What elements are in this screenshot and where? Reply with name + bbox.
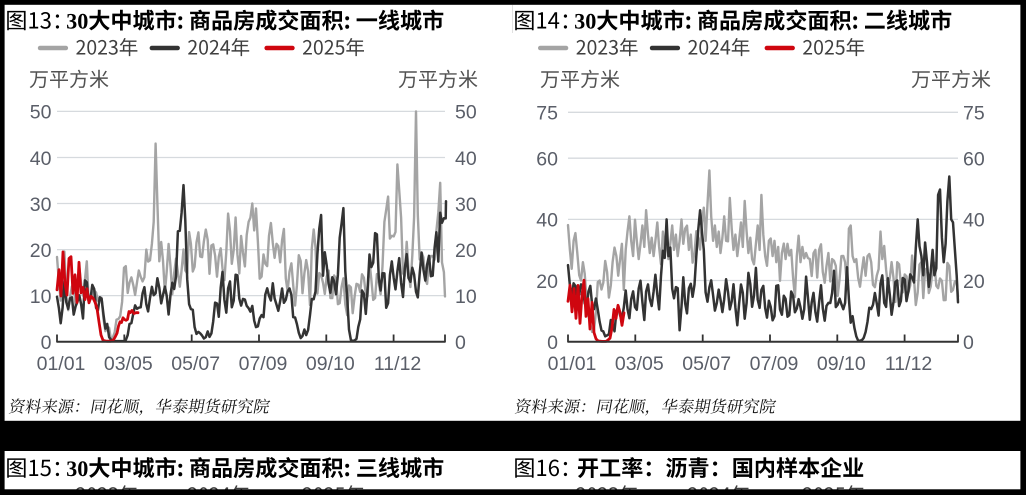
svg-text:10: 10 [30,286,52,308]
svg-text:40: 40 [963,210,985,232]
svg-text:0: 0 [963,332,974,354]
svg-text:60: 60 [963,149,985,171]
svg-text:50: 50 [30,102,52,124]
svg-text:05/07: 05/07 [171,353,220,375]
svg-text:11/12: 11/12 [885,353,932,375]
svg-text:30: 30 [455,194,477,216]
svg-text:10: 10 [455,286,477,308]
svg-text:05/07: 05/07 [682,353,731,375]
svg-text:30: 30 [30,194,52,216]
svg-text:60: 60 [536,149,558,171]
svg-text:03/05: 03/05 [615,353,664,375]
svg-text:50: 50 [455,102,477,124]
svg-text:07/09: 07/09 [750,353,799,375]
svg-text:09/10: 09/10 [817,353,866,375]
svg-text:01/01: 01/01 [37,353,86,375]
svg-text:40: 40 [30,148,52,170]
svg-text:20: 20 [30,240,52,262]
svg-text:11/12: 11/12 [374,353,421,375]
svg-text:75: 75 [963,103,985,125]
svg-text:20: 20 [963,271,985,293]
svg-text:20: 20 [536,271,558,293]
svg-text:75: 75 [536,103,558,125]
svg-text:09/10: 09/10 [306,353,355,375]
svg-text:03/05: 03/05 [104,353,153,375]
svg-text:40: 40 [455,148,477,170]
svg-text:0: 0 [455,332,466,354]
svg-text:40: 40 [536,210,558,232]
svg-text:01/01: 01/01 [548,353,597,375]
svg-text:0: 0 [547,332,558,354]
svg-text:20: 20 [455,240,477,262]
svg-text:0: 0 [41,332,52,354]
svg-text:07/09: 07/09 [239,353,288,375]
